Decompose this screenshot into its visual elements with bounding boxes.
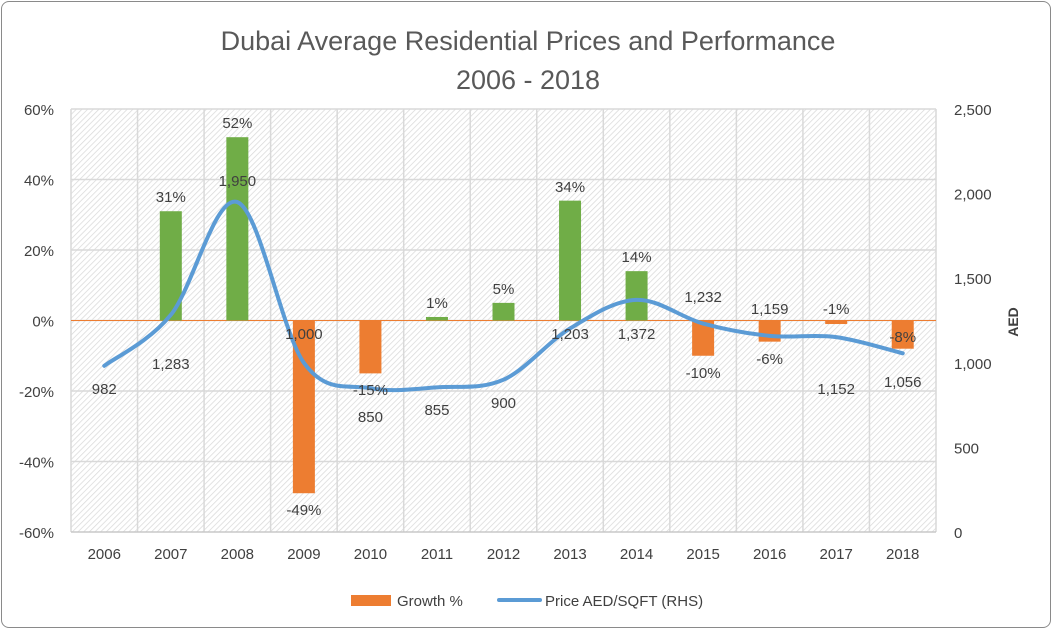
x-axis-tick: 2008 — [221, 546, 254, 563]
left-axis-tick: 40% — [24, 173, 54, 190]
growth-bar — [492, 302, 515, 321]
x-axis-tick: 2014 — [620, 546, 653, 563]
x-axis-tick: 2009 — [287, 546, 320, 563]
growth-data-label: -15% — [353, 382, 388, 399]
x-axis-tick: 2016 — [753, 546, 786, 563]
price-line — [102, 199, 905, 393]
price-data-label: 855 — [424, 402, 449, 419]
right-axis-tick: 0 — [954, 525, 962, 542]
growth-data-label: 1% — [426, 295, 448, 312]
chart-title-line1: Dubai Average Residential Prices and Per… — [221, 26, 836, 56]
x-axis-tick: 2006 — [88, 546, 121, 563]
growth-bar — [559, 200, 582, 321]
x-axis-tick: 2007 — [154, 546, 187, 563]
legend: Growth % Price AED/SQFT (RHS) — [351, 593, 703, 610]
growth-bar — [359, 320, 382, 374]
right-axis-tick: 500 — [954, 440, 979, 457]
price-data-label: 850 — [358, 409, 383, 426]
x-axis-tick: 2012 — [487, 546, 520, 563]
x-axis-tick: 2015 — [686, 546, 719, 563]
price-data-label: 1,372 — [618, 326, 656, 343]
price-data-label: 1,056 — [884, 374, 922, 391]
growth-bar — [292, 320, 315, 494]
right-axis-label: AED — [1005, 307, 1021, 337]
growth-bar — [159, 211, 182, 321]
legend-label-growth: Growth % — [397, 593, 463, 610]
price-data-label: 982 — [92, 381, 117, 398]
growth-data-label: -49% — [286, 502, 321, 519]
price-data-label: 900 — [491, 395, 516, 412]
chart-title-line2: 2006 - 2018 — [456, 65, 600, 95]
left-axis-tick: 0% — [32, 314, 54, 331]
growth-bar — [891, 320, 914, 349]
price-data-label: 1,152 — [817, 381, 855, 398]
growth-bar — [758, 320, 781, 342]
left-axis-tick: -40% — [19, 455, 54, 472]
right-axis-tick: 2,000 — [954, 187, 992, 204]
growth-bar — [825, 320, 848, 325]
x-axis-tick: 2017 — [820, 546, 853, 563]
price-data-label: 1,203 — [551, 326, 589, 343]
legend-swatch-growth — [351, 595, 391, 606]
price-data-label: 1,950 — [219, 173, 257, 190]
price-data-label: 1,232 — [684, 289, 722, 306]
right-axis-tick: 2,500 — [954, 102, 992, 119]
growth-data-label: 52% — [222, 115, 252, 132]
growth-data-label: -8% — [889, 329, 916, 346]
growth-bar — [226, 137, 249, 321]
growth-data-label: -10% — [686, 365, 721, 382]
growth-data-label: -1% — [823, 301, 850, 318]
x-axis-tick: 2011 — [421, 546, 453, 563]
left-axis-tick: -20% — [19, 384, 54, 401]
x-axis-tick: 2010 — [354, 546, 387, 563]
left-axis-tick: 20% — [24, 243, 54, 260]
growth-data-label: 5% — [493, 281, 515, 298]
price-data-label: 1,159 — [751, 301, 789, 318]
growth-bar — [692, 320, 715, 356]
left-axis-tick: 60% — [24, 102, 54, 119]
x-axis-tick: 2013 — [553, 546, 586, 563]
right-axis-tick: 1,500 — [954, 271, 992, 288]
right-axis-tick: 1,000 — [954, 356, 992, 373]
growth-data-label: 34% — [555, 179, 585, 196]
growth-data-label: -6% — [756, 351, 783, 368]
growth-bar — [425, 316, 448, 321]
price-data-label: 1,283 — [152, 356, 190, 373]
left-axis-tick: -60% — [19, 525, 54, 542]
legend-label-price: Price AED/SQFT (RHS) — [545, 593, 703, 610]
growth-data-label: 31% — [156, 189, 186, 206]
growth-data-label: 14% — [622, 249, 652, 266]
x-axis-tick: 2018 — [886, 546, 919, 563]
growth-bar — [625, 271, 648, 321]
price-data-label: 1,000 — [285, 326, 323, 343]
